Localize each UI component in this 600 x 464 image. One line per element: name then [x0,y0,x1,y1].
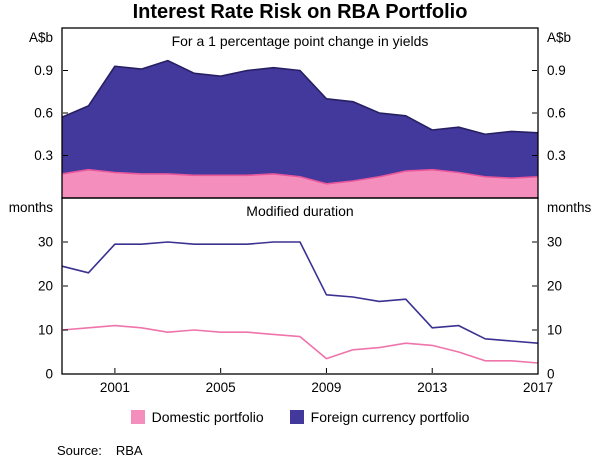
x-tick-label: 2001 [100,380,130,395]
y-tick-label: 0 [547,367,555,382]
y-tick-label: 0.3 [547,148,566,163]
source-label: Source: [57,443,102,458]
y-tick-label: 10 [38,323,53,338]
legend-label-domestic: Domestic portfolio [151,409,264,425]
source-note: Source: RBA [57,443,143,458]
area-edge-domestic-portfolio [61,168,539,185]
y-tick-label: 20 [38,279,53,294]
y-tick-label: 0 [45,367,53,382]
chart-svg: 0.3 0.3 0.6 0.6 0.9 0.9 For a 1 percentage poi… [9,27,592,395]
line-foreign-currency-portfolio [61,241,539,344]
x-tick-label: 2005 [206,380,236,395]
y-tick-label: 0.6 [34,106,53,121]
x-tick-label: 2013 [417,380,447,395]
area-foreign-currency-portfolio [62,60,538,184]
legend-swatch-foreign [289,410,304,424]
area-domestic-portfolio [62,169,538,198]
legend: Domestic portfolio Foreign currency port… [0,409,600,425]
y-tick-label: 30 [38,235,53,250]
area-edge-foreign-currency-portfolio [61,59,539,136]
unit-label-right: months [547,200,592,215]
x-tick-label: 2017 [523,380,553,395]
unit-label-left: A$b [29,30,53,45]
y-tick-label: 0.9 [34,63,53,78]
unit-label-right: A$b [547,30,571,45]
unit-label-left: months [9,200,54,215]
y-tick-label: 10 [547,323,562,338]
source-value: RBA [115,443,143,458]
y-tick-label: 30 [547,235,562,250]
line-domestic-portfolio [61,324,539,364]
legend-label-foreign: Foreign currency portfolio [310,409,470,425]
y-tick-label: 0.9 [547,63,566,78]
legend-swatch-domestic [130,410,145,424]
panel-border [61,197,539,375]
panel-subtitle: For a 1 percentage point change in yield… [172,33,429,49]
legend-item-foreign: Foreign currency portfolio [289,409,470,425]
y-tick-label: 0.6 [547,106,566,121]
chart-title: Interest Rate Risk on RBA Portfolio [132,1,468,23]
x-tick-label: 2009 [311,380,341,395]
y-tick-label: 0.3 [34,148,53,163]
y-tick-label: 20 [547,279,562,294]
panel-subtitle: Modified duration [246,203,353,219]
legend-item-domestic: Domestic portfolio [130,409,264,425]
